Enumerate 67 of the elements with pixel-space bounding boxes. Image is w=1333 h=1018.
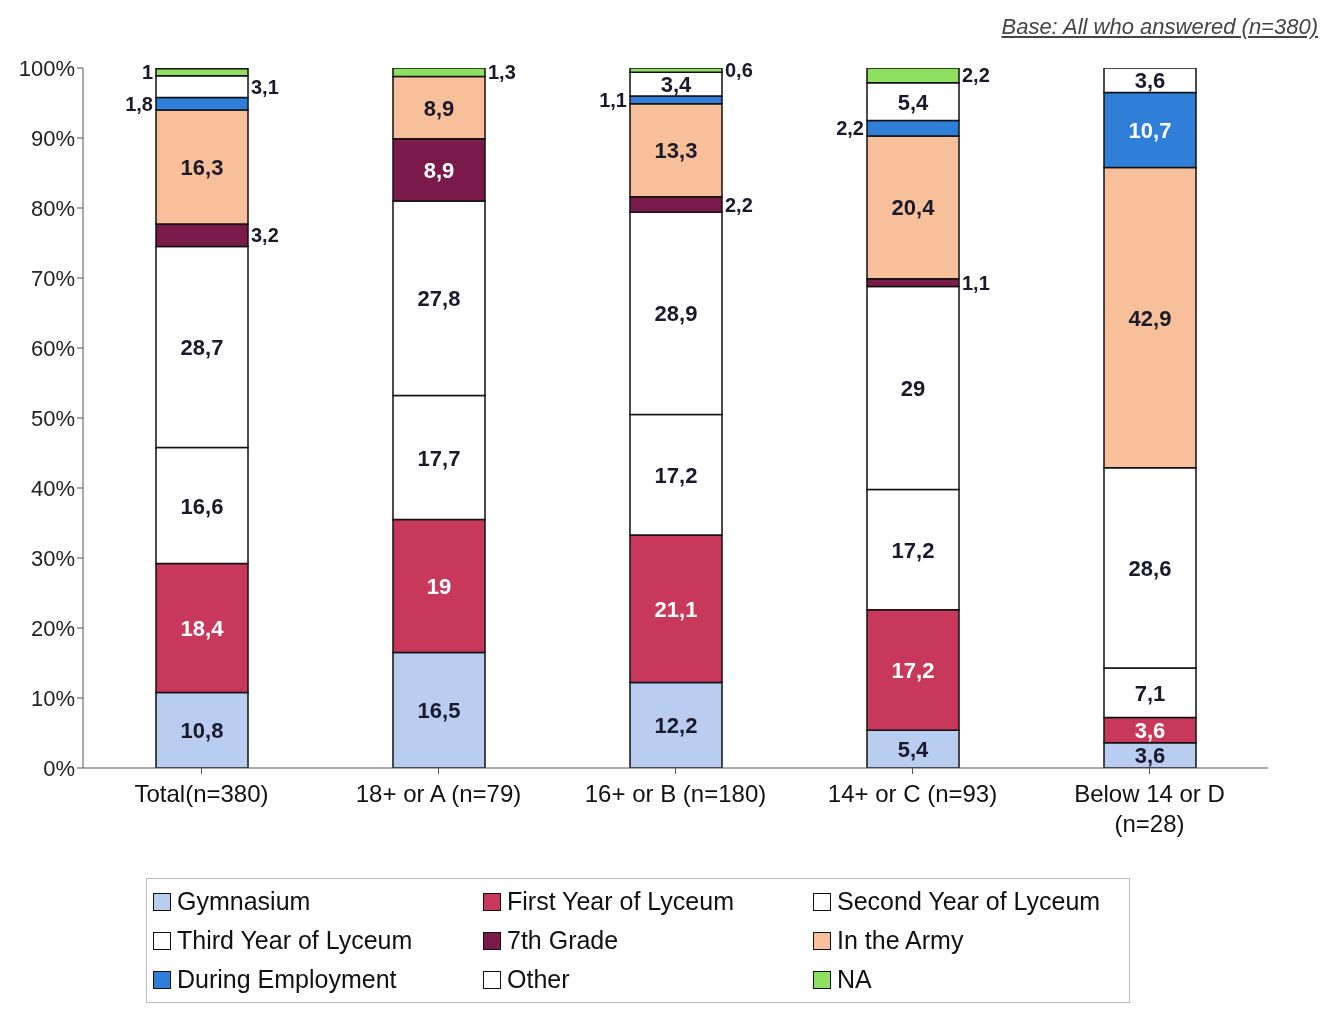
x-tick-label: 14+ or C (n=93) xyxy=(827,780,998,807)
x-tick-label: Below 14 or D (n=28) xyxy=(1074,780,1225,837)
y-tick-label: 30% xyxy=(30,545,75,571)
data-label: 42,9 xyxy=(1128,305,1172,331)
data-label: 28,9 xyxy=(654,301,698,327)
x-tick-label: Total(n=380) xyxy=(134,780,269,807)
y-tick-label: 40% xyxy=(30,475,75,501)
data-label: 3,6 xyxy=(1134,743,1166,769)
y-tick-label: 10% xyxy=(30,685,75,711)
data-label: 10,7 xyxy=(1128,117,1172,143)
y-tick-label: 20% xyxy=(30,615,75,641)
legend-label: During Employment xyxy=(177,965,397,994)
legend-label: Second Year of Lyceum xyxy=(837,887,1101,916)
data-label: 16,3 xyxy=(180,155,224,181)
data-label: 29 xyxy=(900,375,926,401)
y-tick-label: 100% xyxy=(18,55,75,81)
legend-label: Gymnasium xyxy=(177,887,311,916)
data-label: 17,7 xyxy=(417,445,461,471)
data-label: 28,6 xyxy=(1128,555,1172,581)
data-label: 3,6 xyxy=(1134,718,1166,744)
data-label: 16,6 xyxy=(180,493,224,519)
legend-label: 7th Grade xyxy=(507,926,619,955)
y-tick-label: 0% xyxy=(43,755,75,781)
legend-label: NA xyxy=(837,965,872,994)
data-label: 10,8 xyxy=(180,718,224,744)
data-label: 0,6 xyxy=(725,59,753,82)
x-tick-label: 16+ or B (n=180) xyxy=(584,780,767,807)
legend-label: Other xyxy=(507,965,570,994)
legend-label: Third Year of Lyceum xyxy=(177,926,413,955)
data-label: 12,2 xyxy=(654,713,698,739)
data-label: 1,1 xyxy=(962,271,990,294)
data-label: 1 xyxy=(141,61,153,84)
data-label: 7,1 xyxy=(1134,680,1166,706)
y-tick-label: 80% xyxy=(30,195,75,221)
data-label: 1,8 xyxy=(125,92,153,115)
y-tick-label: 70% xyxy=(30,265,75,291)
data-label: 17,2 xyxy=(891,537,935,563)
data-label: 1,3 xyxy=(488,61,516,84)
data-label: 1,1 xyxy=(599,88,627,111)
data-label: 2,2 xyxy=(962,64,990,87)
data-label: 8,9 xyxy=(423,157,455,183)
y-tick-label: 60% xyxy=(30,335,75,361)
data-label: 5,4 xyxy=(897,737,930,763)
y-tick-label: 50% xyxy=(30,405,75,431)
data-label: 27,8 xyxy=(417,286,461,312)
data-label: 21,1 xyxy=(654,596,698,622)
x-tick-label: 18+ or A (n=79) xyxy=(355,780,522,807)
data-label: 3,1 xyxy=(251,75,279,98)
data-label: 19 xyxy=(426,574,452,599)
data-label: 2,2 xyxy=(836,117,864,140)
data-label: 18,4 xyxy=(180,616,225,641)
data-label: 16,5 xyxy=(417,698,461,724)
legend-label: In the Army xyxy=(837,926,964,955)
data-label: 20,4 xyxy=(891,195,936,221)
data-label: 28,7 xyxy=(180,334,224,360)
data-label: 8,9 xyxy=(423,95,455,121)
legend-label: First Year of Lyceum xyxy=(507,887,734,916)
data-label: 3,6 xyxy=(1134,68,1166,94)
data-label: 2,2 xyxy=(725,193,753,216)
data-label: 3,4 xyxy=(660,72,693,98)
data-label: 17,2 xyxy=(654,462,698,488)
data-label: 5,4 xyxy=(897,89,930,115)
text: Base: All who answered (n=380) xyxy=(1001,14,1318,40)
data-label: 3,2 xyxy=(251,224,279,247)
y-tick-label: 90% xyxy=(30,125,75,151)
data-label: 13,3 xyxy=(654,138,698,164)
data-label: 17,2 xyxy=(891,658,935,683)
